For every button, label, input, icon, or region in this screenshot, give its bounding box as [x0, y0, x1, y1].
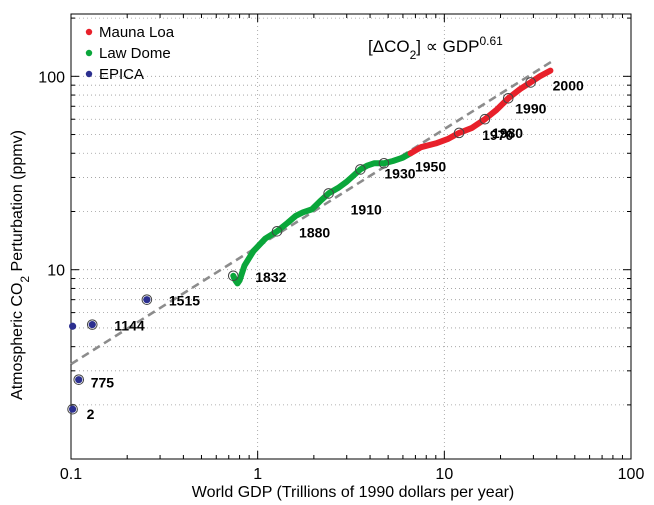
legend-label: Law Dome [99, 45, 171, 62]
year-label: 1930 [384, 165, 415, 181]
legend-swatch [85, 28, 93, 36]
year-label: 775 [91, 375, 115, 391]
epica-point [69, 322, 77, 330]
year-label: 2 [87, 406, 95, 422]
epica-point [75, 376, 83, 384]
year-markers: 2 775 1144 1515 1832 1880 1910 1930 1950 19701980… [67, 77, 584, 422]
y-axis-title: Atmospheric CO2 Perturbation (ppmv) [9, 130, 32, 400]
year-marker [323, 188, 334, 199]
x-tick-label: 100 [618, 466, 645, 483]
year-marker [271, 225, 283, 237]
legend-label: EPICA [99, 66, 144, 83]
year-label: 1832 [255, 269, 286, 285]
series-group [69, 67, 554, 413]
legend-swatch [85, 49, 93, 57]
x-tick-label: 0.1 [60, 466, 82, 483]
y-tick-label: 10 [47, 263, 65, 280]
tick-labels: 0.1 1 10 100 10 100 [38, 69, 644, 483]
x-tick-label: 1 [253, 466, 262, 483]
scaling-annotation: [ΔCO2] ∝ GDP0.61 [368, 34, 503, 62]
x-axis-title: World GDP (Trillions of 1990 dollars per… [192, 484, 515, 501]
axis-ticks [70, 14, 632, 459]
series-mauna-loa-line [407, 67, 554, 157]
fit-line-group [70, 59, 554, 366]
year-label: 2000 [553, 77, 584, 93]
year-marker [355, 164, 366, 175]
year-marker [525, 77, 536, 88]
fit-line [70, 59, 554, 366]
year-marker [141, 294, 153, 305]
year-label: 1144 [114, 318, 145, 334]
epica-point [143, 296, 151, 304]
year-label: 1980 [492, 125, 523, 141]
year-marker [227, 270, 239, 282]
year-marker [479, 113, 491, 125]
year-label: 1990 [515, 100, 546, 116]
year-label: 1910 [351, 201, 382, 217]
year-label: 1880 [299, 224, 330, 240]
grid [71, 14, 631, 459]
year-label: 1970 [482, 127, 513, 143]
year-marker [86, 319, 98, 330]
x-tick-label: 10 [435, 466, 453, 483]
year-marker [73, 374, 85, 385]
year-marker [378, 157, 390, 169]
legend: Mauna Loa Law Dome EPICA [85, 24, 175, 83]
legend-swatch [85, 70, 93, 78]
year-label: 1515 [169, 293, 200, 309]
y-tick-label: 100 [38, 69, 65, 86]
year-label: 1950 [415, 158, 446, 174]
epica-point [88, 321, 96, 329]
legend-label: Mauna Loa [99, 24, 175, 41]
year-marker [67, 403, 78, 415]
plot-frame [70, 13, 632, 460]
year-marker [502, 92, 514, 104]
epica-point [69, 405, 77, 413]
year-marker [453, 127, 465, 139]
series-law-dome-line [230, 150, 414, 287]
